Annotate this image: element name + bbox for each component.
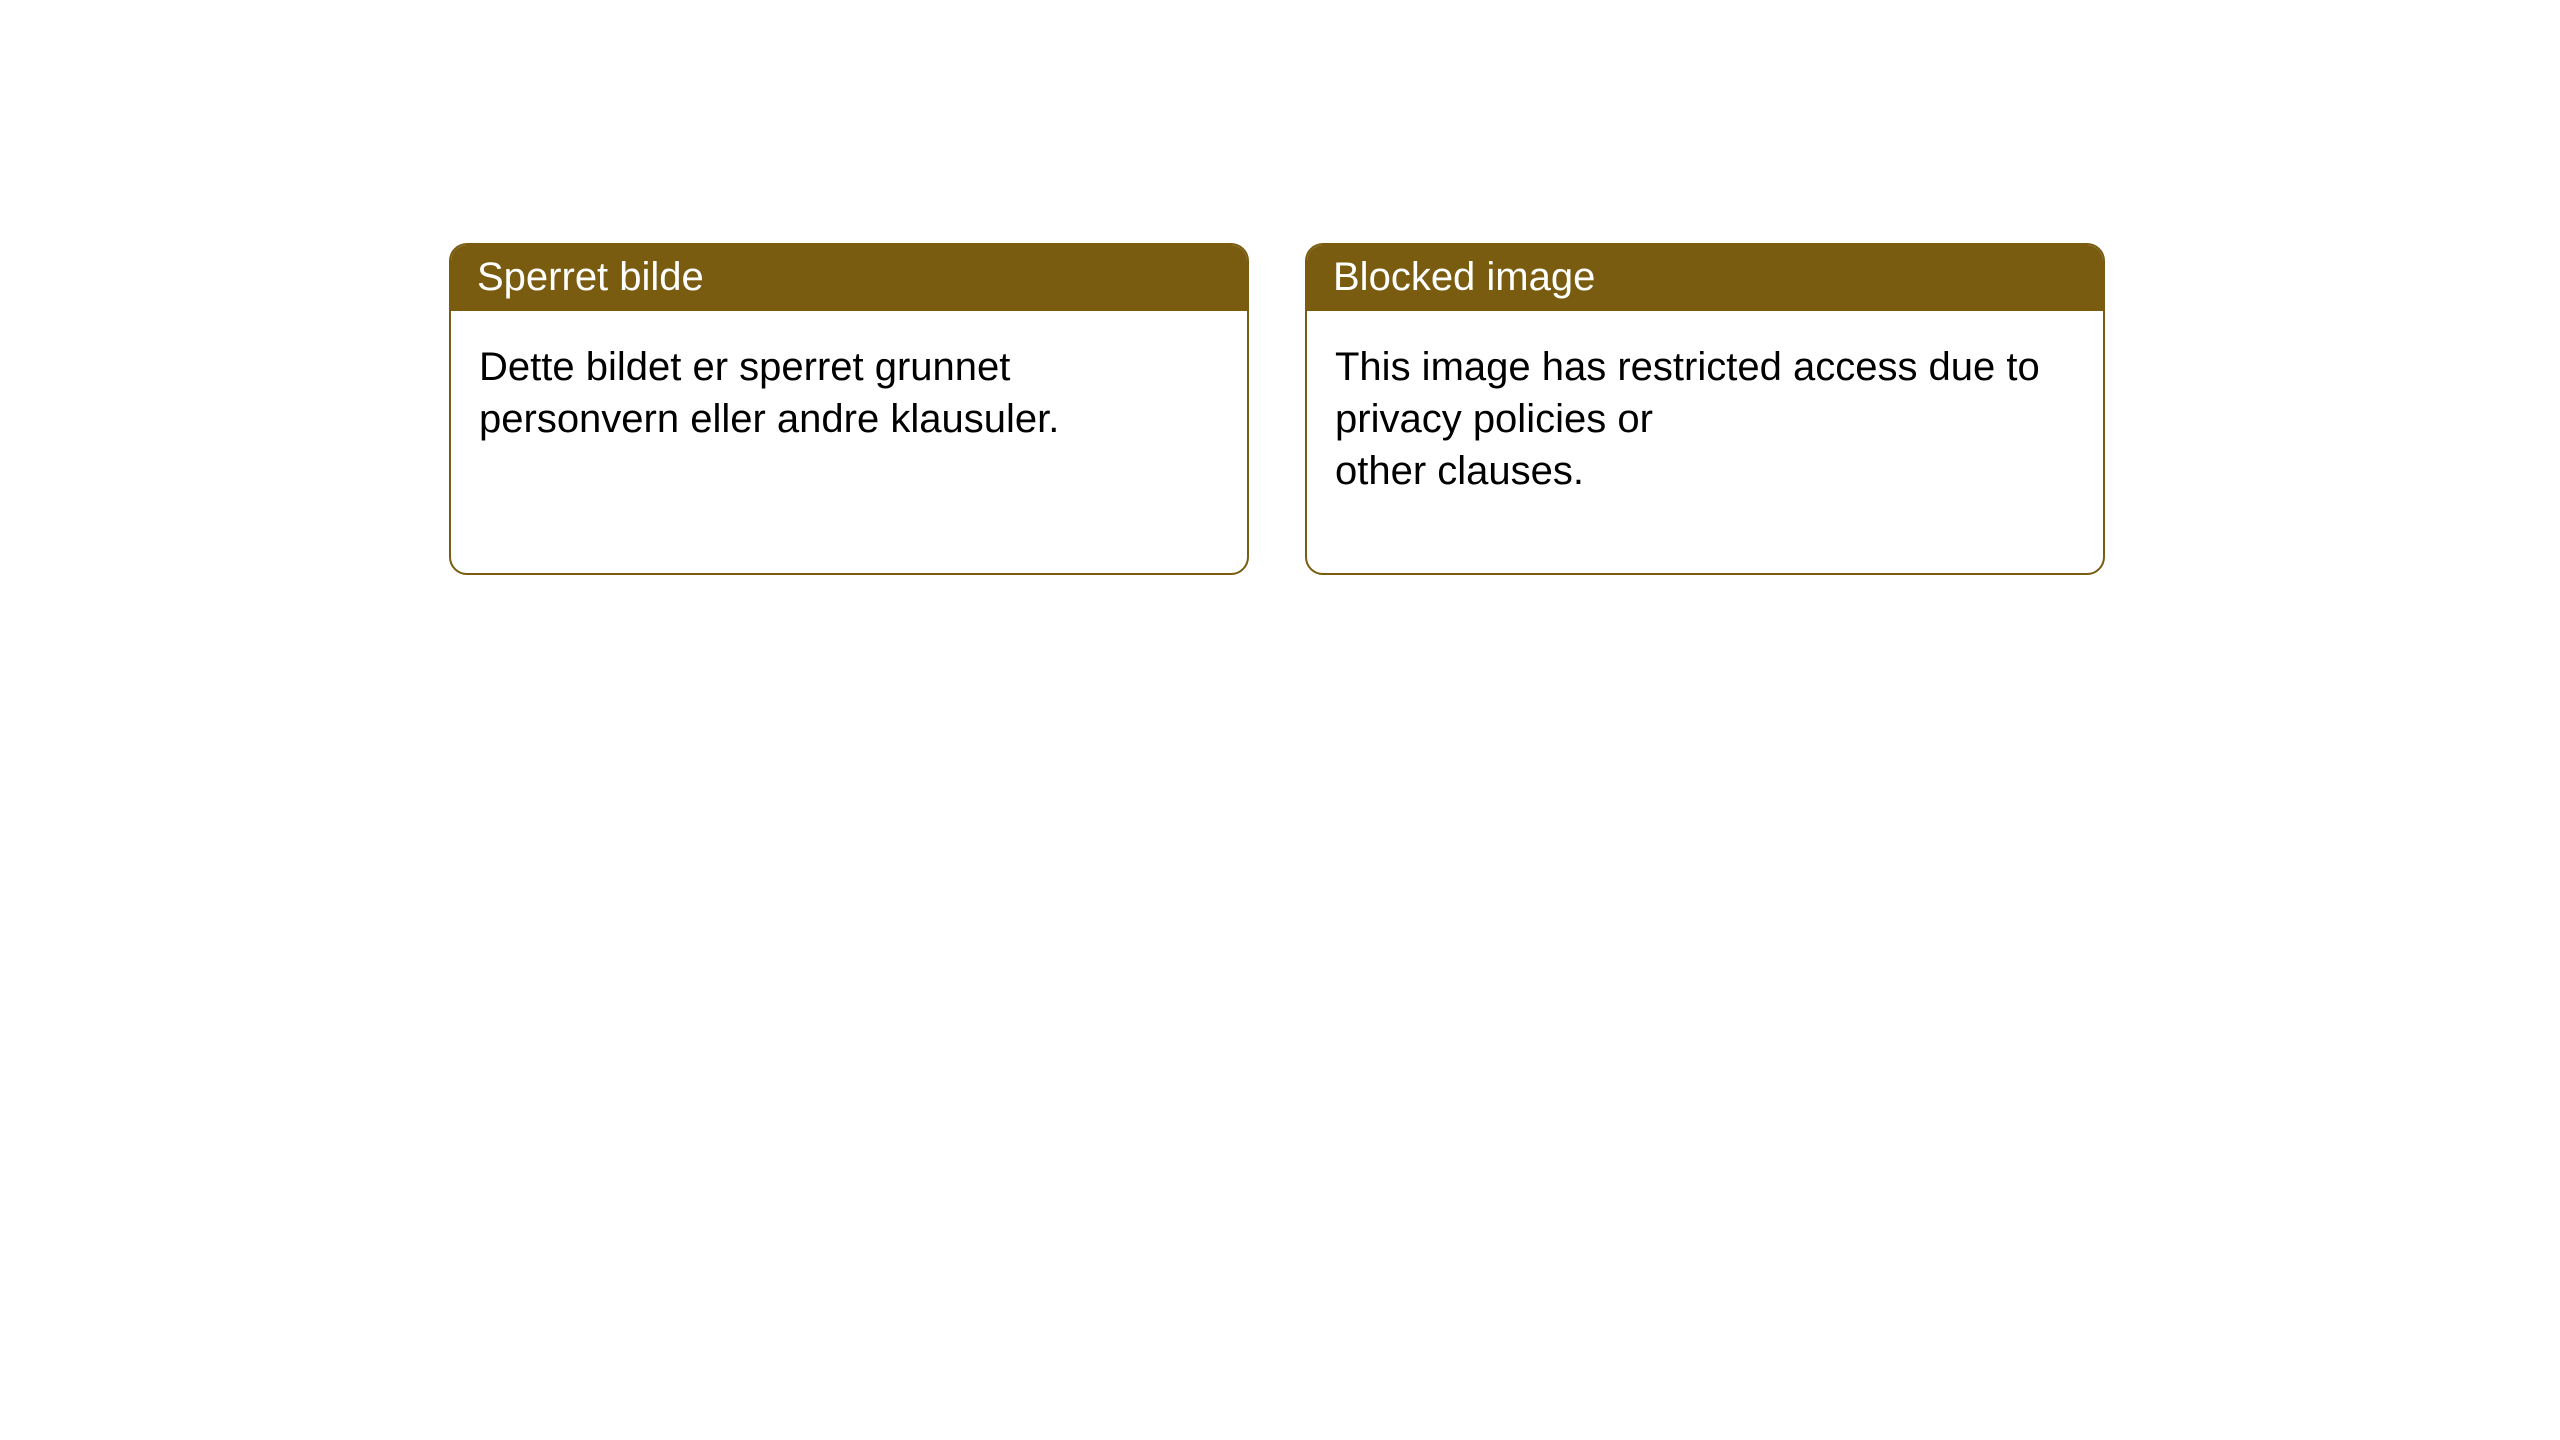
blocked-image-card-english: Blocked image This image has restricted … bbox=[1305, 243, 2105, 575]
cards-container: Sperret bilde Dette bildet er sperret gr… bbox=[0, 0, 2560, 575]
card-header: Sperret bilde bbox=[451, 245, 1247, 311]
blocked-image-card-norwegian: Sperret bilde Dette bildet er sperret gr… bbox=[449, 243, 1249, 575]
card-body: Dette bildet er sperret grunnet personve… bbox=[451, 311, 1247, 475]
card-header: Blocked image bbox=[1307, 245, 2103, 311]
card-body: This image has restricted access due to … bbox=[1307, 311, 2103, 527]
